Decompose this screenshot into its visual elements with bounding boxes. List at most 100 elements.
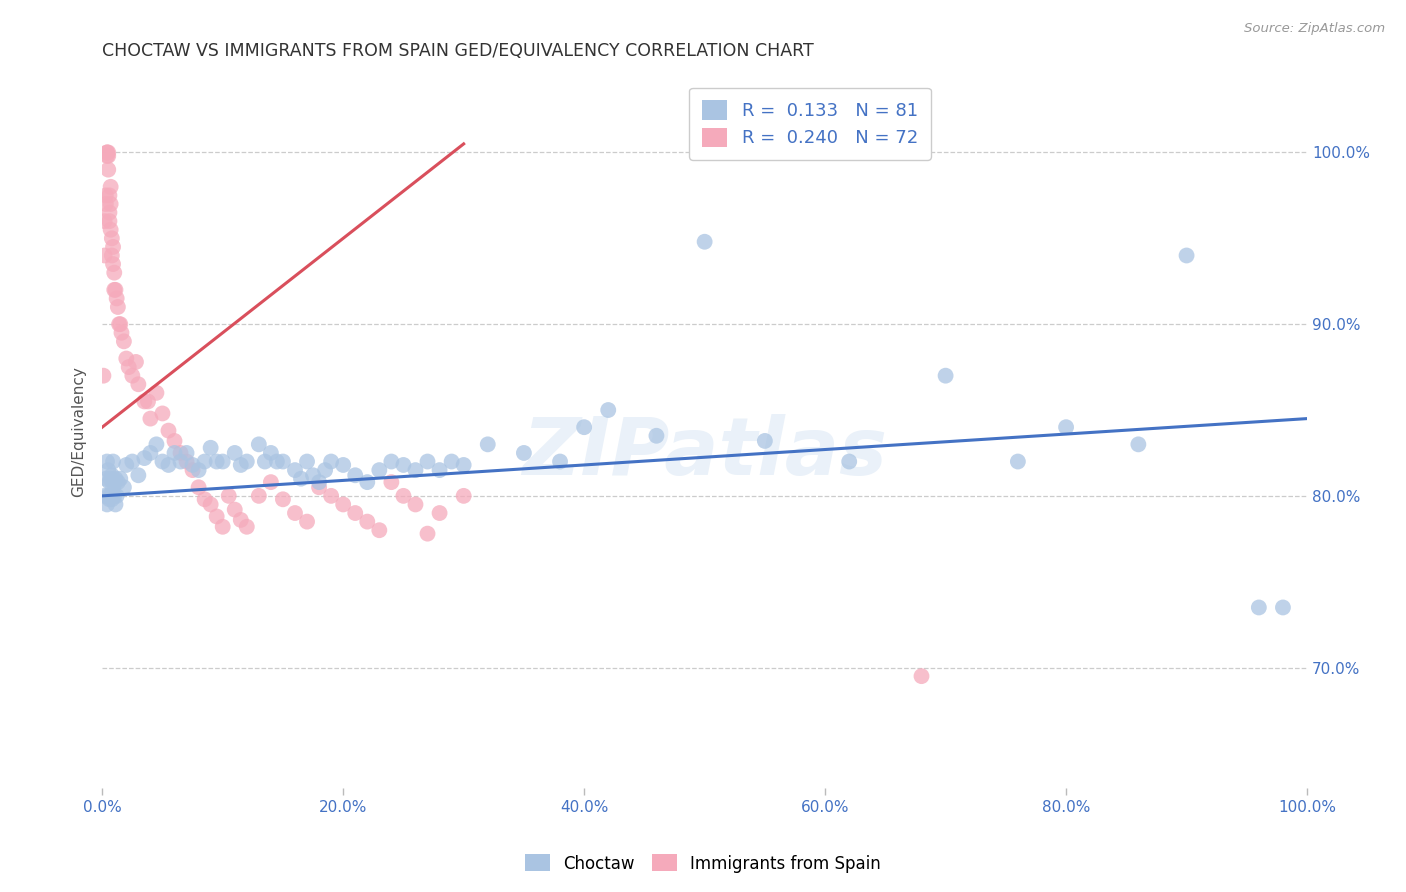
Point	[368, 463, 391, 477]
Point	[260, 446, 283, 460]
Point	[295, 515, 318, 529]
Point	[103, 266, 125, 280]
Point	[205, 454, 228, 468]
Point	[97, 145, 120, 160]
Point	[157, 458, 180, 472]
Point	[332, 458, 354, 472]
Point	[152, 407, 174, 421]
Point	[104, 283, 127, 297]
Point	[229, 458, 252, 472]
Point	[416, 454, 439, 468]
Point	[321, 489, 343, 503]
Point	[266, 454, 288, 468]
Point	[295, 454, 318, 468]
Point	[211, 454, 233, 468]
Point	[96, 145, 118, 160]
Point	[187, 463, 209, 477]
Point	[121, 454, 143, 468]
Point	[416, 526, 439, 541]
Point	[308, 480, 330, 494]
Point	[429, 463, 451, 477]
Point	[125, 355, 148, 369]
Point	[187, 480, 209, 494]
Point	[94, 188, 117, 202]
Point	[98, 214, 121, 228]
Point	[112, 334, 135, 349]
Point	[100, 223, 122, 237]
Point	[368, 523, 391, 537]
Point	[404, 498, 426, 512]
Point	[693, 235, 716, 249]
Point	[110, 317, 132, 331]
Point	[96, 454, 118, 468]
Point	[107, 475, 129, 490]
Point	[100, 179, 122, 194]
Point	[754, 434, 776, 448]
Point	[236, 454, 259, 468]
Point	[176, 446, 198, 460]
Point	[211, 520, 233, 534]
Point	[598, 403, 620, 417]
Point	[229, 513, 252, 527]
Point	[136, 394, 159, 409]
Point	[344, 506, 367, 520]
Point	[169, 446, 191, 460]
Point	[181, 458, 204, 472]
Point	[1271, 600, 1294, 615]
Legend: R =  0.133   N = 81, R =  0.240   N = 72: R = 0.133 N = 81, R = 0.240 N = 72	[689, 87, 931, 160]
Point	[101, 248, 124, 262]
Point	[121, 368, 143, 383]
Point	[453, 489, 475, 503]
Point	[134, 451, 156, 466]
Point	[115, 458, 138, 472]
Point	[103, 489, 125, 503]
Point	[98, 188, 121, 202]
Point	[96, 145, 118, 160]
Point	[93, 248, 115, 262]
Point	[332, 498, 354, 512]
Point	[1247, 600, 1270, 615]
Point	[236, 520, 259, 534]
Point	[205, 509, 228, 524]
Y-axis label: GED/Equivalency: GED/Equivalency	[72, 366, 86, 497]
Point	[110, 326, 132, 340]
Point	[105, 292, 128, 306]
Point	[181, 463, 204, 477]
Point	[224, 446, 246, 460]
Point	[96, 498, 118, 512]
Point	[100, 489, 122, 503]
Point	[176, 454, 198, 468]
Point	[200, 498, 222, 512]
Point	[101, 492, 124, 507]
Point	[392, 489, 415, 503]
Point	[103, 476, 125, 491]
Point	[284, 463, 307, 477]
Point	[145, 385, 167, 400]
Point	[218, 489, 240, 503]
Point	[139, 446, 162, 460]
Point	[163, 446, 186, 460]
Point	[194, 492, 217, 507]
Legend: Choctaw, Immigrants from Spain: Choctaw, Immigrants from Spain	[519, 847, 887, 880]
Point	[302, 468, 325, 483]
Point	[152, 454, 174, 468]
Point	[107, 300, 129, 314]
Point	[572, 420, 595, 434]
Point	[321, 454, 343, 468]
Point	[271, 454, 294, 468]
Point	[118, 360, 141, 375]
Point	[224, 502, 246, 516]
Point	[127, 377, 149, 392]
Point	[139, 411, 162, 425]
Point	[93, 214, 115, 228]
Point	[1007, 454, 1029, 468]
Text: CHOCTAW VS IMMIGRANTS FROM SPAIN GED/EQUIVALENCY CORRELATION CHART: CHOCTAW VS IMMIGRANTS FROM SPAIN GED/EQU…	[103, 42, 814, 60]
Point	[548, 454, 571, 468]
Point	[440, 454, 463, 468]
Point	[96, 149, 118, 163]
Point	[344, 468, 367, 483]
Point	[97, 162, 120, 177]
Point	[97, 489, 120, 503]
Point	[253, 454, 276, 468]
Text: Source: ZipAtlas.com: Source: ZipAtlas.com	[1244, 22, 1385, 36]
